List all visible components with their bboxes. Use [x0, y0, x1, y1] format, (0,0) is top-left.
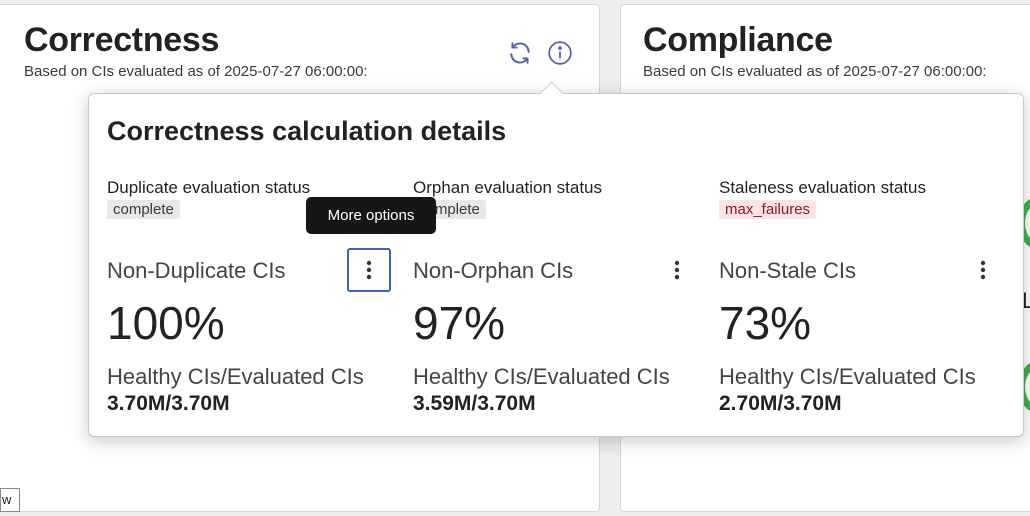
non-orphan-percent: 97%: [413, 297, 506, 349]
correctness-subtitle: Based on CIs evaluated as of 2025-07-27 …: [24, 63, 368, 80]
more-options-button[interactable]: [655, 248, 699, 292]
staleness-status-badge: max_failures: [719, 200, 817, 219]
compliance-subtitle: Based on CIs evaluated as of 2025-07-27 …: [643, 63, 987, 80]
non-orphan-ratio: 3.59M/3.70M: [413, 392, 536, 415]
popover-title: Correctness calculation details: [107, 116, 507, 146]
non-duplicate-percent: 100%: [107, 297, 225, 349]
staleness-column: Staleness evaluation status max_failures…: [719, 178, 1009, 428]
non-orphan-metric-name: Non-Orphan CIs: [413, 258, 574, 283]
non-stale-ratio: 2.70M/3.70M: [719, 392, 842, 415]
info-icon[interactable]: [546, 39, 574, 67]
non-stale-percent: 73%: [719, 297, 812, 349]
healthy-evaluated-label: Healthy CIs/Evaluated CIs: [107, 364, 364, 389]
more-vertical-icon: [366, 260, 372, 280]
orphan-status-label: Orphan evaluation status: [413, 178, 603, 197]
staleness-status-label: Staleness evaluation status: [719, 178, 926, 197]
refresh-icon[interactable]: [506, 39, 534, 67]
correctness-title: Correctness: [24, 21, 220, 59]
compliance-title: Compliance: [643, 21, 833, 59]
more-vertical-icon: [980, 260, 986, 280]
corner-key-fragment: w: [0, 488, 20, 512]
more-options-button[interactable]: [961, 248, 1005, 292]
more-options-tooltip: More options: [306, 197, 436, 234]
duplicate-status-label: Duplicate evaluation status: [107, 178, 311, 197]
orphan-column: Orphan evaluation status complete Non-Or…: [413, 178, 703, 428]
duplicate-column: Duplicate evaluation status complete Non…: [107, 178, 397, 428]
non-stale-metric-name: Non-Stale CIs: [719, 258, 856, 283]
non-duplicate-metric-name: Non-Duplicate CIs: [107, 258, 286, 283]
correctness-details-popover: Correctness calculation details Duplicat…: [88, 81, 1024, 437]
healthy-evaluated-label: Healthy CIs/Evaluated CIs: [413, 364, 670, 389]
more-options-button[interactable]: [347, 248, 391, 292]
more-vertical-icon: [674, 260, 680, 280]
healthy-evaluated-label: Healthy CIs/Evaluated CIs: [719, 364, 976, 389]
stray-label-fragment: L: [1022, 288, 1030, 313]
non-duplicate-ratio: 3.70M/3.70M: [107, 392, 230, 415]
duplicate-status-badge: complete: [107, 200, 180, 219]
